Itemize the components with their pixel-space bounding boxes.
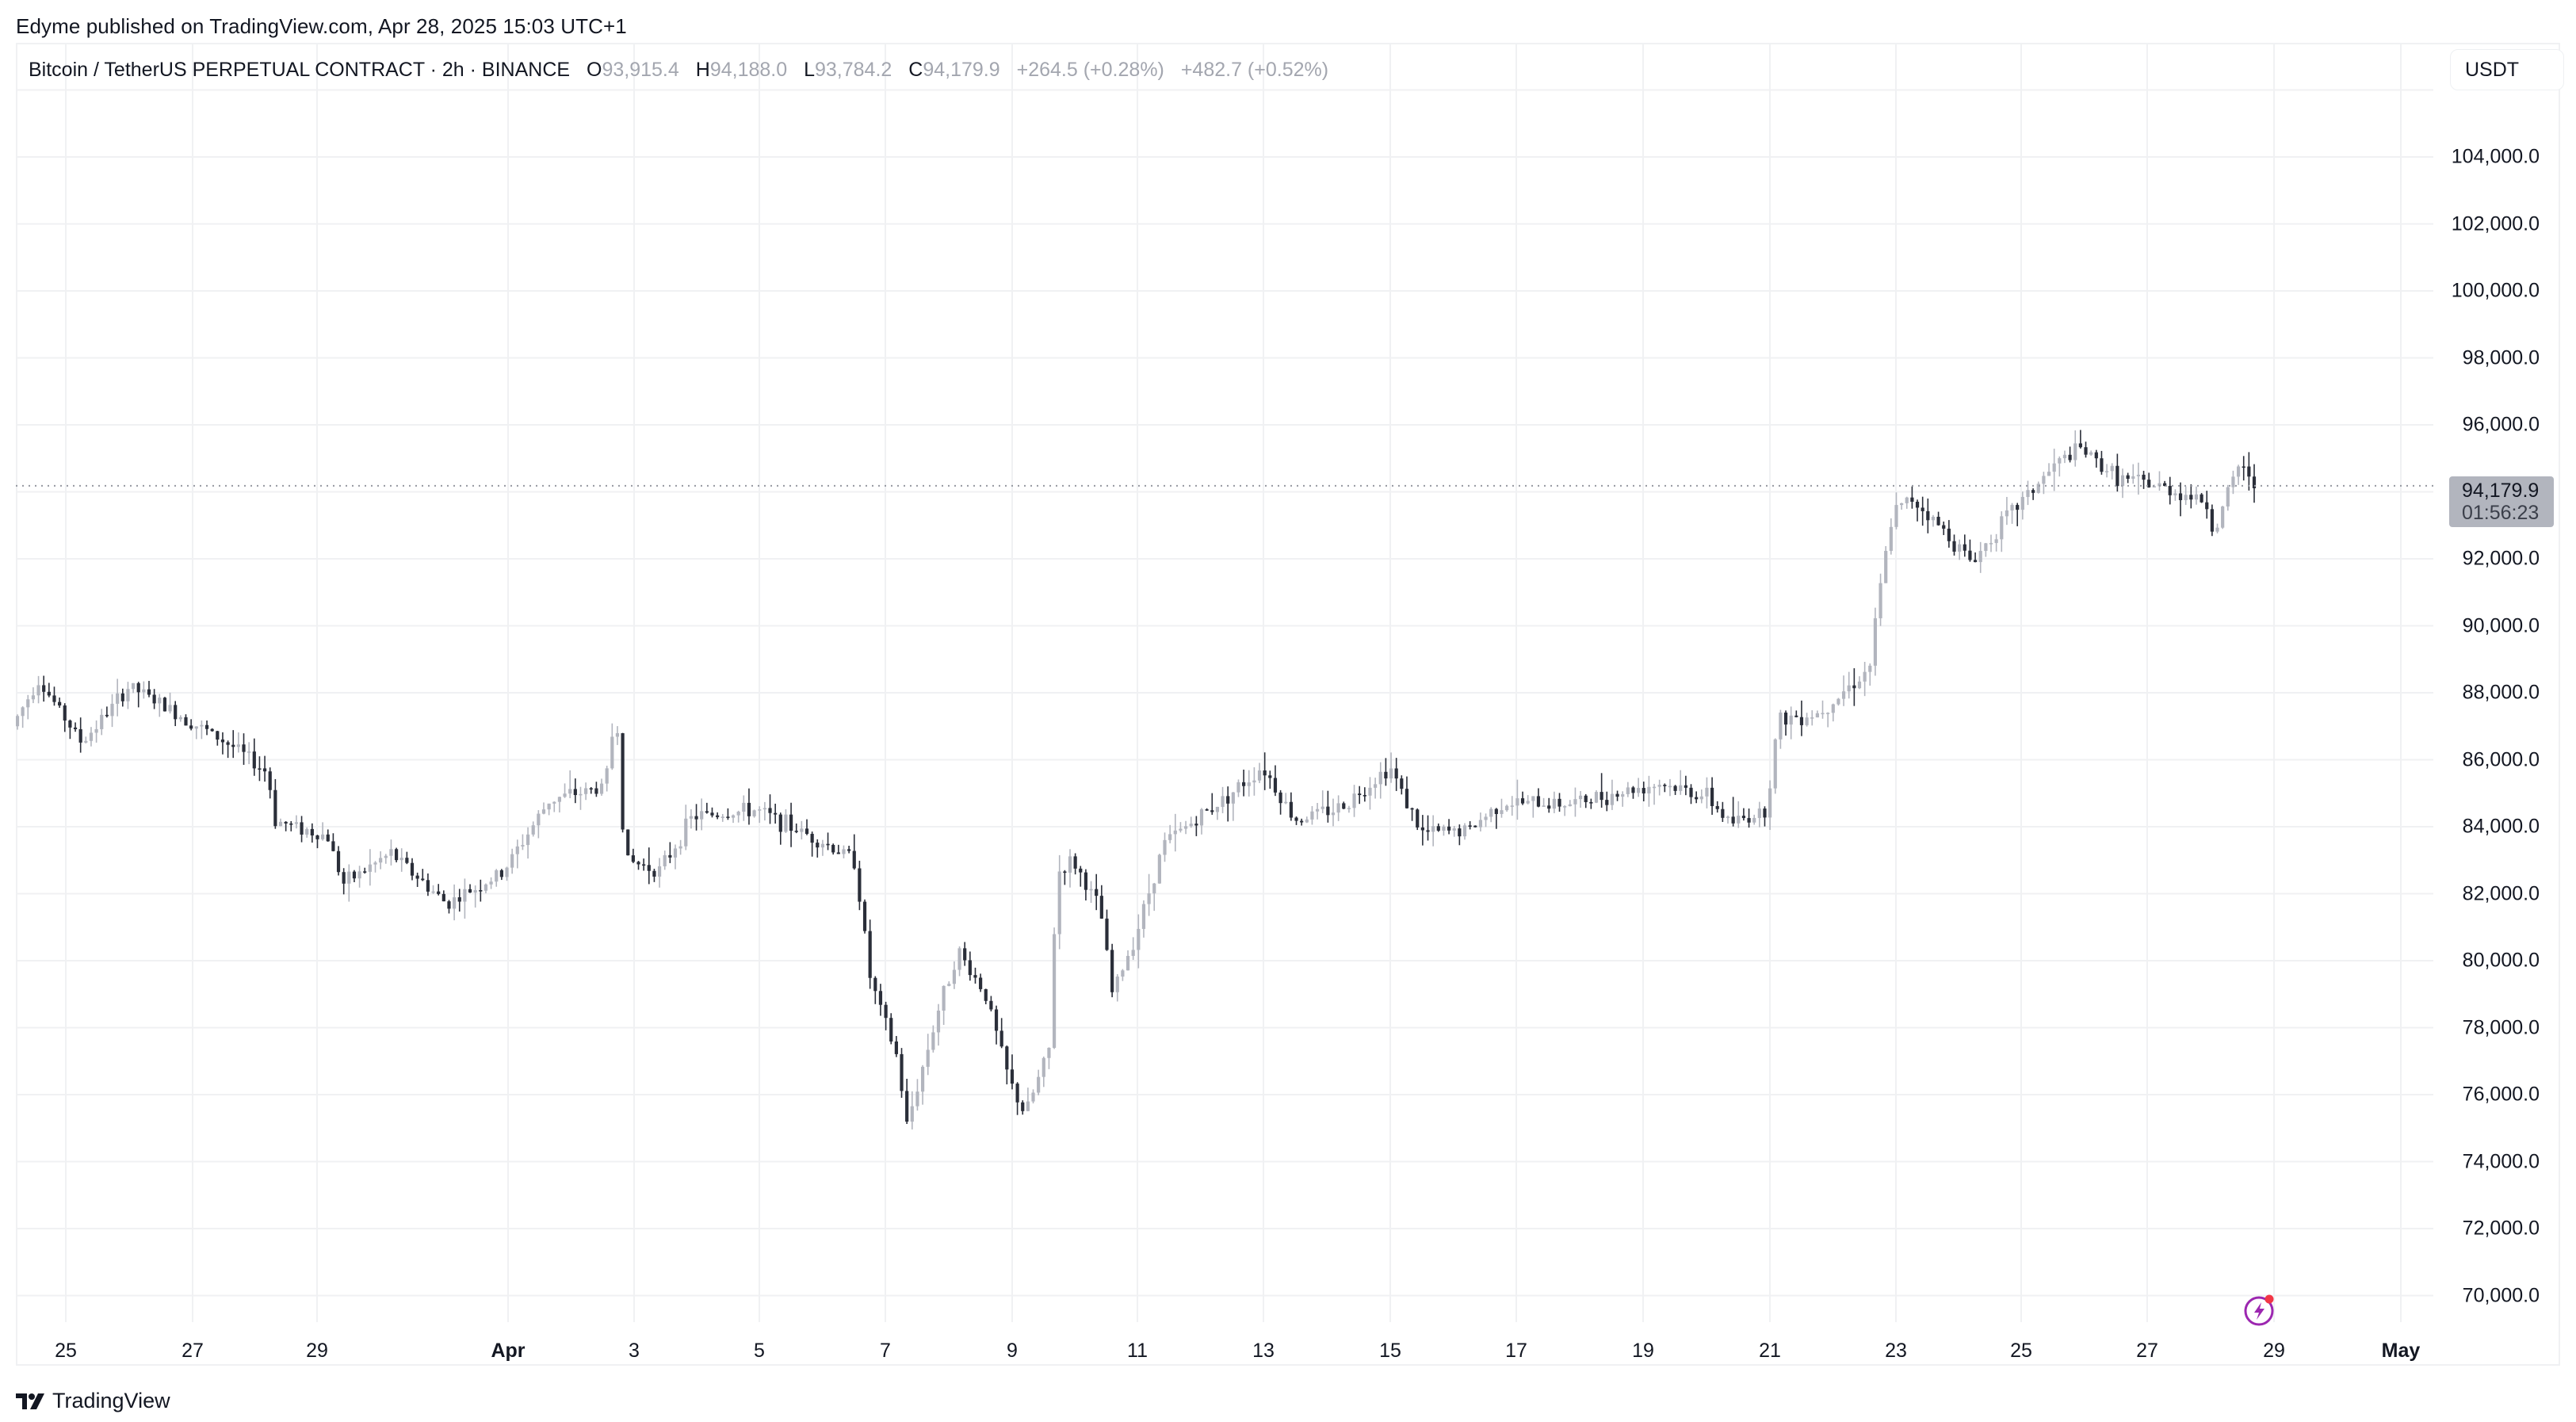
open-value: 93,915.4 <box>602 59 679 81</box>
close-label: C <box>908 59 923 81</box>
price-label: 100,000.0 <box>2451 279 2540 302</box>
time-label: 15 <box>1379 1340 1401 1362</box>
ohlc-legend: Bitcoin / TetherUS PERPETUAL CONTRACT · … <box>29 59 1328 82</box>
publish-info: Edyme published on TradingView.com, Apr … <box>16 14 627 38</box>
time-label: 7 <box>880 1340 891 1362</box>
price-label: 72,000.0 <box>2462 1217 2540 1240</box>
high-label: H <box>695 59 710 81</box>
price-label: 80,000.0 <box>2462 949 2540 972</box>
change-value-2: +482.7 (+0.52%) <box>1180 59 1329 81</box>
time-label: 25 <box>55 1340 77 1362</box>
price-label: 98,000.0 <box>2462 346 2540 369</box>
time-label: 29 <box>306 1340 328 1362</box>
time-scale[interactable]: 25 27 29 Apr 3 5 7 9 11 13 15 17 19 21 23 25 27 29 May <box>16 1322 2433 1366</box>
time-label: 17 <box>1505 1340 1527 1362</box>
price-label: 74,000.0 <box>2462 1150 2540 1172</box>
time-label: 29 <box>2263 1340 2285 1362</box>
price-label: 76,000.0 <box>2462 1083 2540 1106</box>
close-value: 94,179.9 <box>923 59 1000 81</box>
change-value: +264.5 (+0.28%) <box>1016 59 1164 81</box>
price-label: 90,000.0 <box>2462 614 2540 636</box>
price-label: 86,000.0 <box>2462 748 2540 770</box>
time-label: 5 <box>754 1340 765 1362</box>
time-label: 27 <box>2136 1340 2158 1362</box>
last-price: 94,179.9 <box>2462 479 2540 502</box>
bar-countdown: 01:56:23 <box>2462 501 2540 524</box>
currency-selector[interactable]: USDT <box>2450 49 2564 90</box>
price-label: 96,000.0 <box>2462 413 2540 436</box>
time-label: 25 <box>2010 1340 2032 1362</box>
low-value: 93,784.2 <box>815 59 892 81</box>
time-label: 3 <box>629 1340 640 1362</box>
symbol-title[interactable]: Bitcoin / TetherUS PERPETUAL CONTRACT · … <box>29 59 571 81</box>
price-label: 70,000.0 <box>2462 1284 2540 1306</box>
time-label: 19 <box>1632 1340 1654 1362</box>
lightning-icon[interactable] <box>2243 1292 2278 1327</box>
last-price-tag: 94,179.9 01:56:23 <box>2449 476 2554 527</box>
price-label: 102,000.0 <box>2451 212 2540 235</box>
time-label: May <box>2381 1340 2421 1362</box>
price-label: 84,000.0 <box>2462 815 2540 838</box>
price-label: 78,000.0 <box>2462 1016 2540 1038</box>
open-label: O <box>587 59 602 81</box>
price-label: 88,000.0 <box>2462 681 2540 704</box>
tradingview-logo-icon <box>16 1393 44 1409</box>
price-label: 92,000.0 <box>2462 547 2540 570</box>
time-label: 11 <box>1127 1340 1148 1362</box>
candlestick-chart <box>16 43 2433 1322</box>
low-label: L <box>804 59 815 81</box>
chart-plot-area[interactable] <box>16 43 2433 1322</box>
footer: TradingView <box>16 1389 170 1413</box>
price-scale[interactable]: 104,000.0 102,000.0 100,000.0 98,000.0 96,00… <box>2433 43 2560 1322</box>
time-label: Apr <box>491 1340 526 1362</box>
time-label: 13 <box>1252 1340 1275 1362</box>
time-label: 27 <box>182 1340 204 1362</box>
tradingview-brand: TradingView <box>52 1389 170 1412</box>
high-value: 94,188.0 <box>709 59 788 81</box>
price-label: 104,000.0 <box>2451 145 2540 168</box>
time-label: 21 <box>1759 1340 1781 1362</box>
chart-frame <box>16 43 2560 1366</box>
time-label: 23 <box>1885 1340 1907 1362</box>
time-label: 9 <box>1007 1340 1018 1362</box>
price-label: 82,000.0 <box>2462 882 2540 904</box>
